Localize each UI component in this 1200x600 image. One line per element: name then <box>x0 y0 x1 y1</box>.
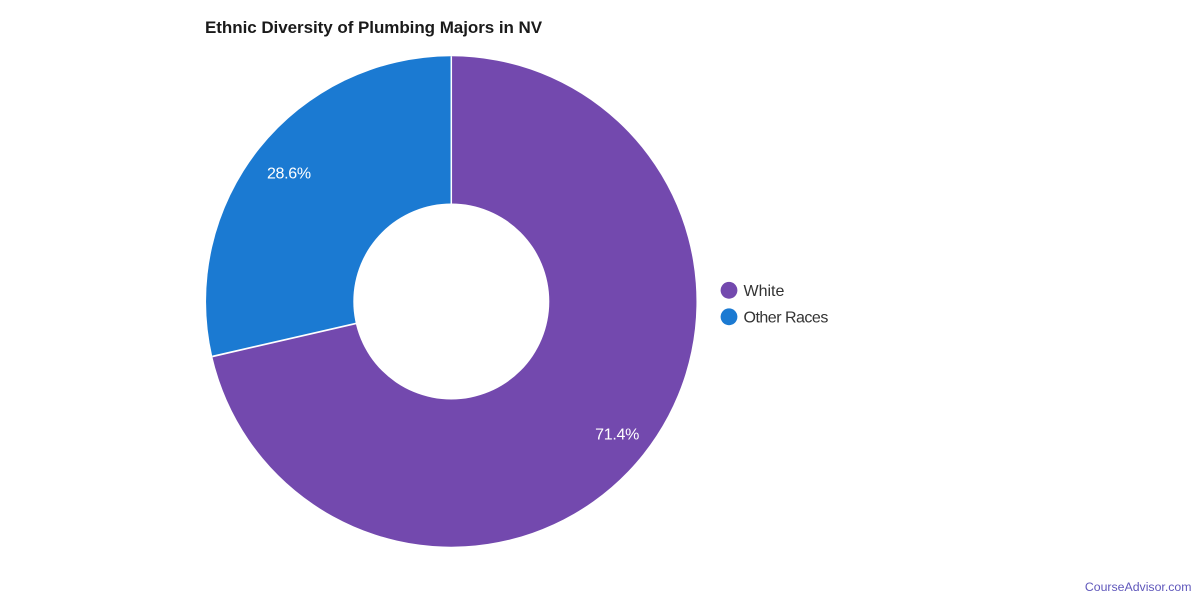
svg-text:CourseAdvisor.com: CourseAdvisor.com <box>1085 580 1192 594</box>
svg-text:28.6%: 28.6% <box>267 165 311 182</box>
svg-text:Other Races: Other Races <box>744 309 829 326</box>
svg-text:Ethnic Diversity of Plumbing M: Ethnic Diversity of Plumbing Majors in N… <box>205 18 543 37</box>
svg-text:White: White <box>744 283 785 300</box>
svg-text:71.4%: 71.4% <box>595 427 639 444</box>
